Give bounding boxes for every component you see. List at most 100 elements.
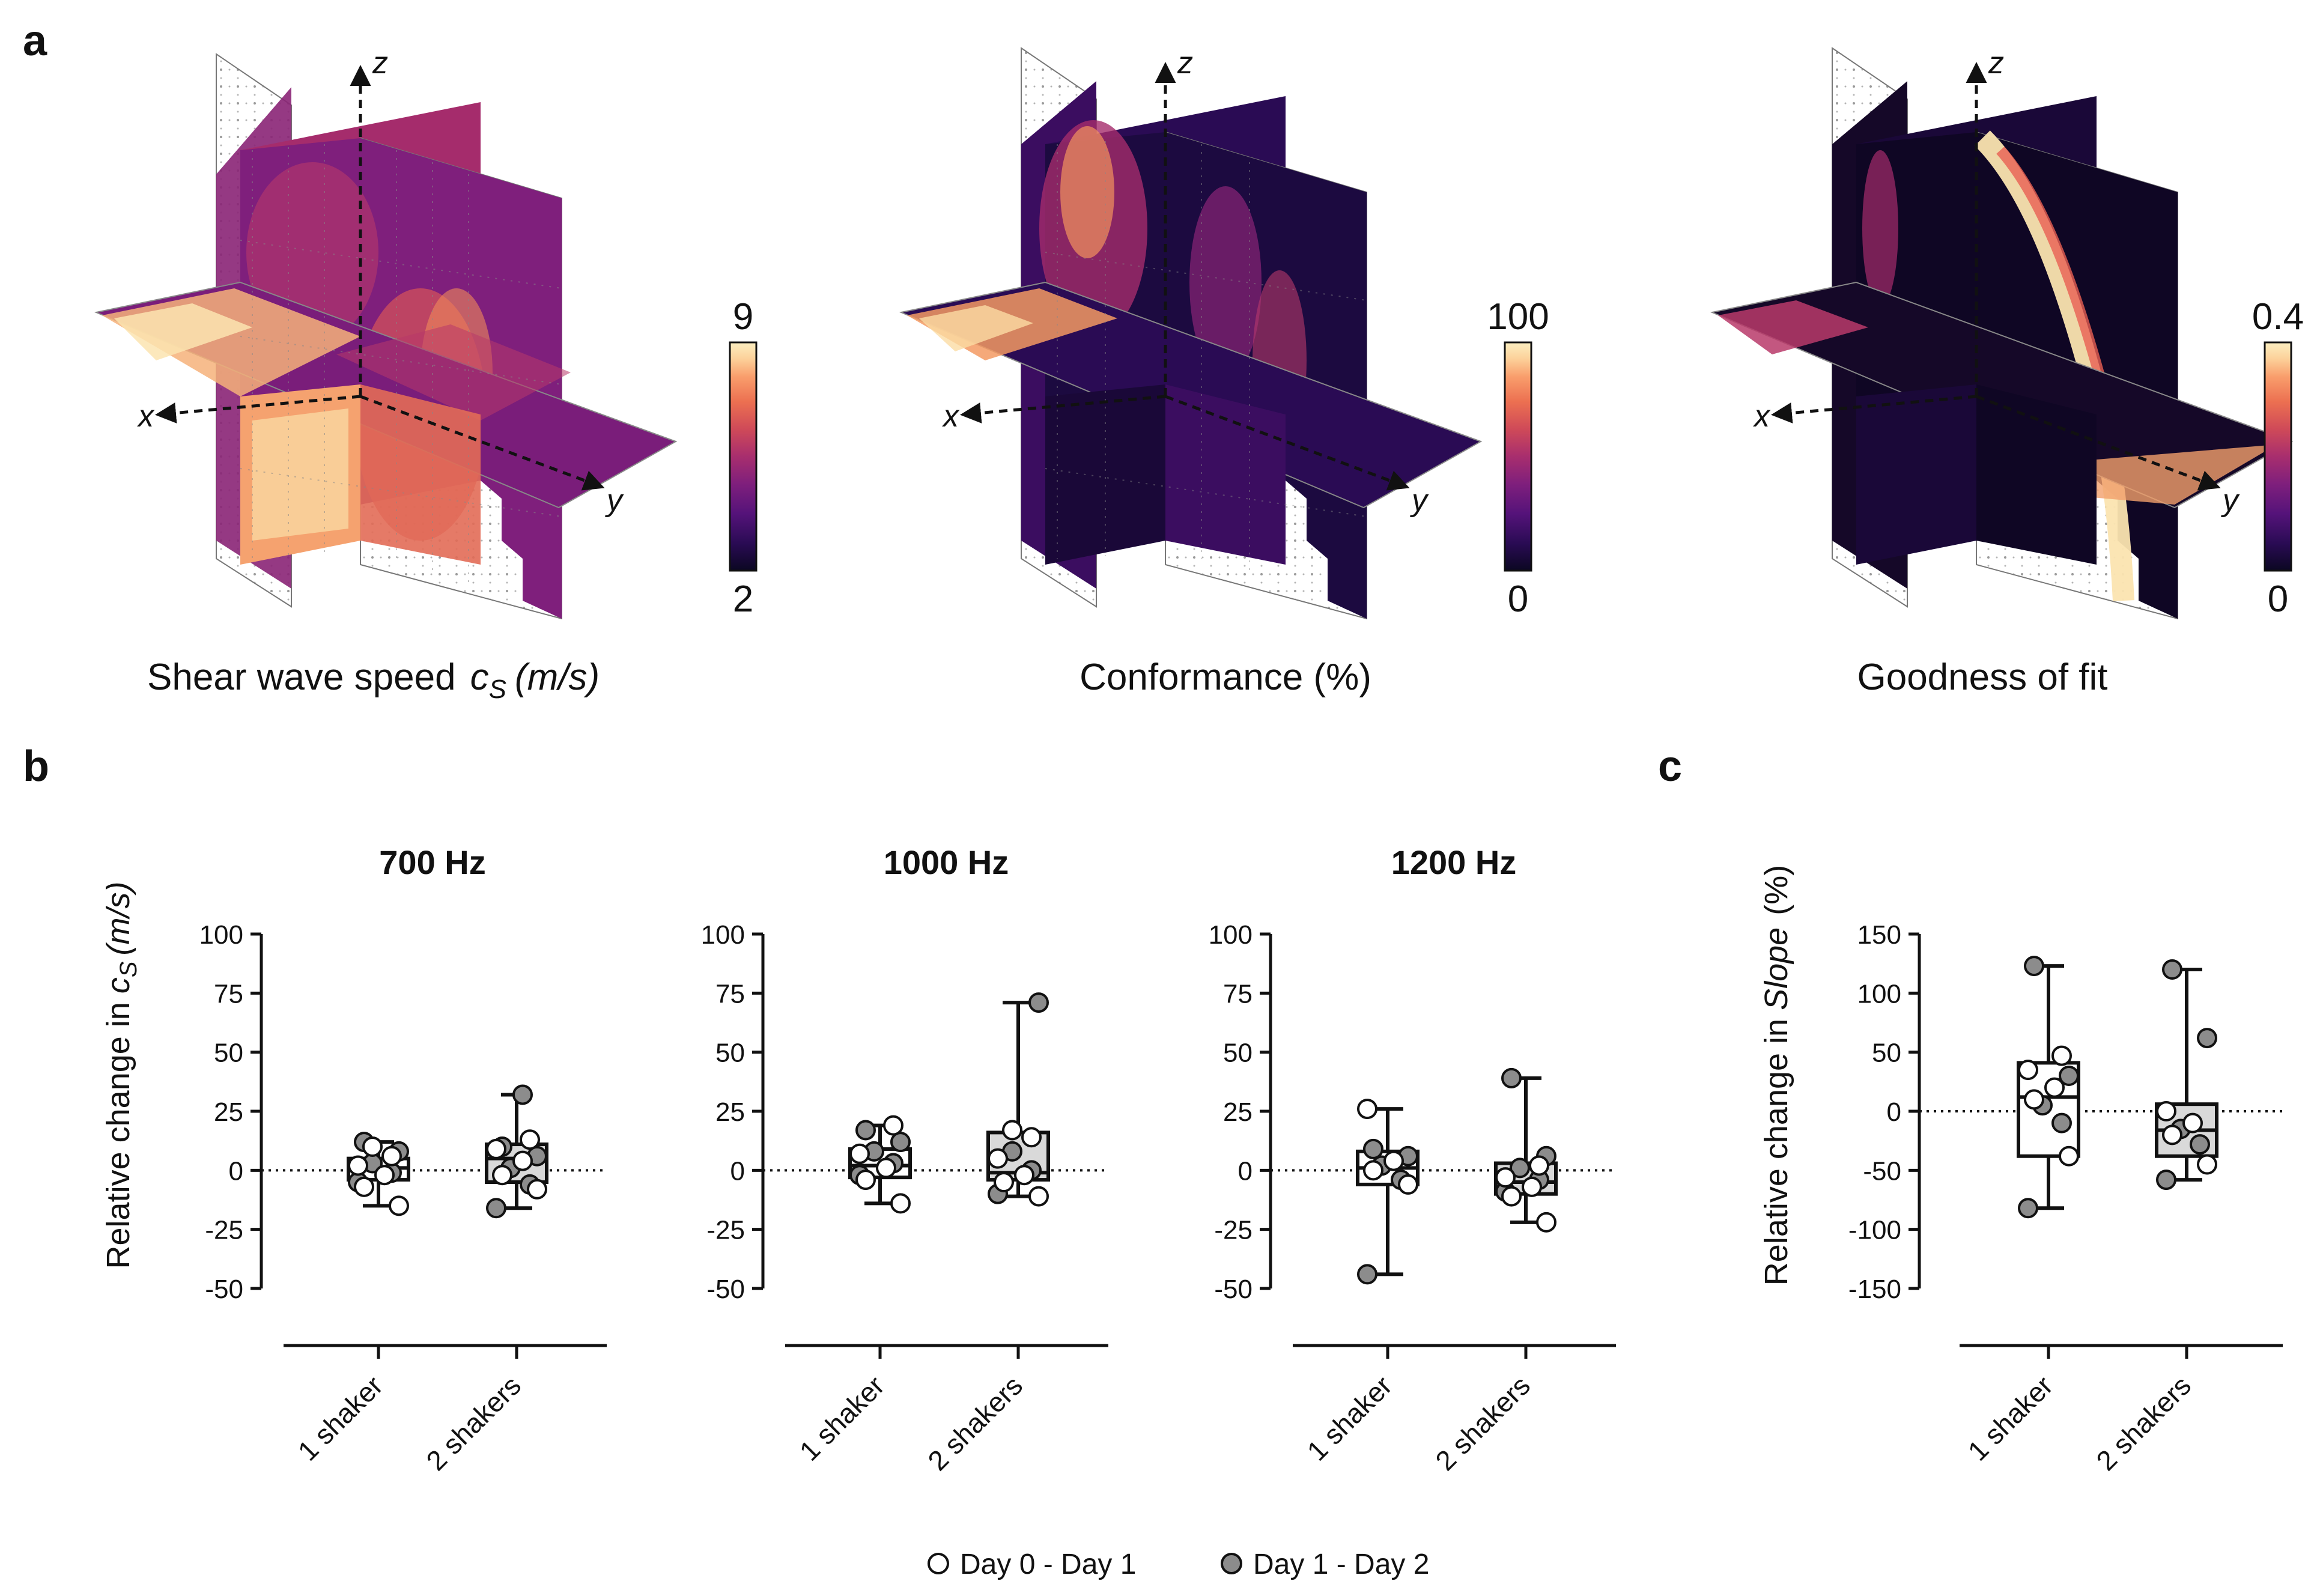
data-point-day0-day1 — [520, 1129, 540, 1150]
conformance-map: z x y 100 0 Conformance (%) — [899, 46, 1549, 698]
panel-letter-c: c — [1658, 742, 1682, 790]
data-point-day1-day2 — [890, 1132, 911, 1153]
data-point-day0-day1 — [354, 1176, 374, 1197]
data-point-day1-day2 — [486, 1198, 506, 1219]
y-tick-label: 100 — [199, 920, 243, 950]
legend-open-label: Day 0 - Day 1 — [960, 1549, 1136, 1580]
data-point-day1-day2 — [512, 1084, 533, 1105]
data-point-day0-day1 — [876, 1158, 896, 1179]
data-point-day0-day1 — [994, 1172, 1014, 1192]
legend-open-marker — [928, 1553, 949, 1574]
y-tick-label: 100 — [1857, 979, 1901, 1009]
data-point-day0-day1 — [2044, 1077, 2065, 1098]
panel-c-ylabel: Relative change inSlope(%) — [1758, 865, 1794, 1285]
data-point-day0-day1 — [883, 1115, 903, 1136]
y-tick-label: 50 — [214, 1039, 243, 1068]
y-tick-label: -50 — [1863, 1156, 1901, 1186]
chart-title: 700 Hz — [379, 843, 485, 881]
x-axis-label: x — [941, 399, 960, 434]
data-point-day0-day1 — [492, 1165, 512, 1186]
data-point-day0-day1 — [855, 1170, 876, 1191]
box-plots: 700 Hz 100 75 50 25 0 -25 -50 1 shaker 2 shakers 1… — [199, 843, 2283, 1476]
data-point-day0-day1 — [2018, 1060, 2038, 1081]
data-point-day1-day2 — [2018, 1198, 2038, 1219]
y-tick-label: 75 — [214, 979, 243, 1009]
y-tick-label: -25 — [205, 1216, 243, 1245]
colorbar-min: 0 — [1508, 578, 1528, 620]
boxplot-chart-0: 700 Hz 100 75 50 25 0 -25 -50 1 shaker 2 shakers — [199, 843, 607, 1476]
data-point-day0-day1 — [2024, 1089, 2044, 1110]
boxplot-chart-1: 1000 Hz 100 75 50 25 0 -25 -50 1 shaker 2 shakers — [701, 843, 1108, 1476]
y-tick-label: 100 — [701, 920, 745, 950]
boxplot-chart-3: 150 100 50 0 -50 -100 -150 1 shaker 2 shakers — [1848, 920, 2283, 1476]
y-tick-label: -25 — [1214, 1216, 1253, 1245]
map-title: Shear wave speed cS (m/s) — [147, 657, 600, 704]
category-label: 1 shaker — [292, 1370, 389, 1467]
data-point-day0-day1 — [1357, 1099, 1377, 1120]
data-point-day1-day2 — [1028, 992, 1049, 1013]
data-point-day0-day1 — [1529, 1155, 1549, 1176]
data-point-day1-day2 — [2156, 1170, 2176, 1191]
data-point-day0-day1 — [512, 1150, 533, 1171]
colorbar-max: 100 — [1487, 296, 1549, 338]
y-tick-label: -150 — [1848, 1275, 1901, 1304]
x-axis-label: x — [136, 399, 155, 434]
data-point-day1-day2 — [2024, 956, 2044, 977]
data-point-day0-day1 — [849, 1143, 870, 1164]
panel-letter-b: b — [23, 742, 49, 790]
y-tick-label: 0 — [1238, 1156, 1253, 1186]
y-axis-label: y — [605, 483, 624, 518]
category-label: 2 shakers — [2090, 1370, 2197, 1476]
data-point-day1-day2 — [2059, 1066, 2079, 1086]
data-point-day0-day1 — [1021, 1127, 1042, 1148]
y-tick-label: -100 — [1848, 1216, 1901, 1245]
z-axis-label: z — [372, 46, 388, 80]
data-point-day0-day1 — [374, 1165, 395, 1186]
data-point-day0-day1 — [1028, 1186, 1049, 1207]
data-point-day0-day1 — [1522, 1176, 1542, 1197]
x-axis-label: x — [1752, 399, 1771, 434]
data-point-day1-day2 — [2197, 1028, 2217, 1049]
data-point-day1-day2 — [2051, 1112, 2072, 1133]
colorbar — [729, 341, 758, 572]
map-title: Conformance (%) — [1080, 657, 1371, 698]
data-point-day0-day1 — [486, 1138, 506, 1159]
data-point-day0-day1 — [381, 1145, 402, 1167]
y-tick-label: 100 — [1209, 920, 1253, 950]
data-point-day0-day1 — [890, 1193, 911, 1214]
y-tick-label: -50 — [706, 1275, 745, 1304]
colorbar — [1504, 341, 1532, 572]
data-point-day0-day1 — [2059, 1145, 2079, 1167]
y-tick-label: 25 — [214, 1097, 243, 1127]
colorbar — [2264, 341, 2292, 572]
data-point-day0-day1 — [348, 1155, 368, 1176]
legend: Day 0 - Day 1 Day 1 - Day 2 — [928, 1549, 1429, 1580]
category-label: 1 shaker — [794, 1370, 891, 1467]
data-point-day0-day1 — [2182, 1112, 2203, 1133]
legend-filled-label: Day 1 - Day 2 — [1253, 1549, 1429, 1580]
data-point-day1-day2 — [1501, 1067, 1522, 1088]
data-point-day0-day1 — [2156, 1101, 2176, 1121]
data-point-day1-day2 — [2190, 1134, 2210, 1155]
data-point-day1-day2 — [1357, 1264, 1377, 1285]
panel-letter-a: a — [23, 17, 47, 65]
y-tick-label: 25 — [1223, 1097, 1253, 1127]
data-point-day0-day1 — [1363, 1160, 1383, 1181]
y-tick-label: -50 — [205, 1275, 243, 1304]
z-axis-label: z — [1177, 46, 1193, 80]
data-point-day0-day1 — [988, 1148, 1008, 1169]
category-label: 2 shakers — [1429, 1370, 1536, 1476]
boxplot-chart-2: 1200 Hz 100 75 50 25 0 -25 -50 1 shaker 2 shakers — [1209, 843, 1616, 1476]
data-point-day0-day1 — [1002, 1120, 1022, 1141]
y-tick-label: 0 — [229, 1156, 243, 1186]
data-point-day1-day2 — [855, 1120, 876, 1141]
y-tick-label: 50 — [1223, 1039, 1253, 1068]
colorbar-min: 2 — [733, 578, 753, 620]
y-axis-label: y — [2221, 483, 2240, 518]
data-point-day0-day1 — [1536, 1212, 1556, 1233]
colorbar-min: 0 — [2268, 578, 2288, 620]
legend-filled-marker — [1221, 1553, 1242, 1574]
y-tick-label: 50 — [1872, 1039, 1901, 1068]
data-point-day0-day1 — [2162, 1124, 2182, 1145]
